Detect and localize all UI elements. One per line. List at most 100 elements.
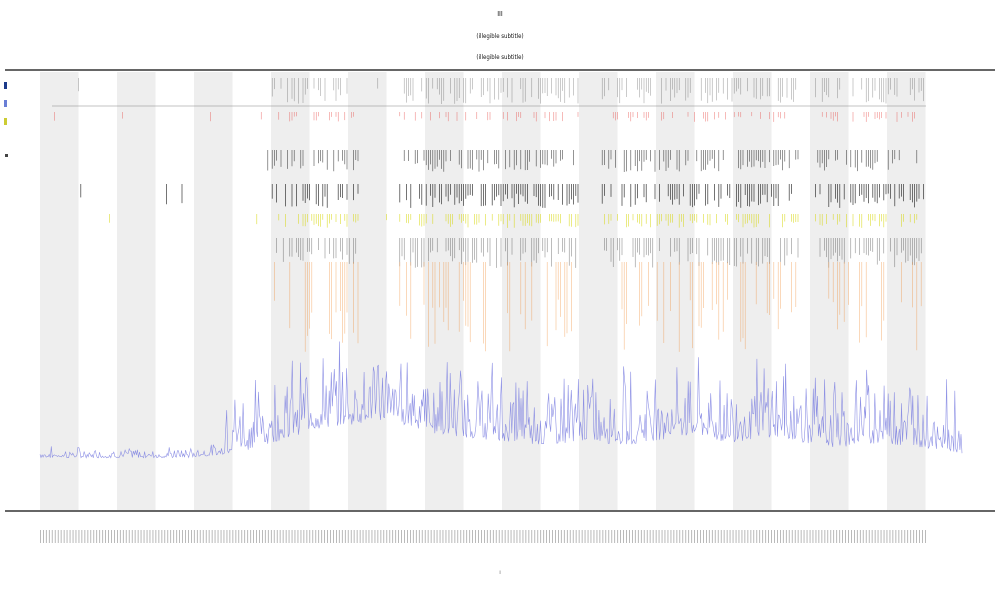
x-tick-label [664, 530, 666, 543]
x-tick-label [629, 530, 630, 543]
x-tick-label [738, 530, 740, 543]
legend-swatch-4 [5, 154, 8, 157]
x-tick-labels [40, 530, 926, 543]
x-tick-label [401, 530, 402, 543]
x-tick-label [874, 530, 876, 543]
x-tick-label [910, 530, 912, 543]
x-tick-label [726, 530, 728, 543]
x-tick-label [602, 530, 604, 543]
x-tick-label [336, 530, 337, 543]
x-tick-label [575, 530, 577, 543]
x-tick-label [256, 530, 257, 543]
x-tick-label [111, 530, 112, 543]
x-tick-label [371, 530, 373, 543]
x-tick-label [341, 530, 343, 543]
x-tick-label [365, 530, 367, 543]
x-tick-label [217, 530, 219, 543]
x-tick-label [560, 530, 562, 543]
x-tick-label [353, 530, 355, 543]
x-tick-label [430, 530, 432, 543]
x-tick-label [907, 530, 909, 543]
x-tick-label [877, 530, 879, 543]
x-tick-label [611, 530, 613, 543]
chart-title: III [497, 10, 503, 18]
x-tick-label [741, 530, 743, 543]
x-tick-label [558, 530, 559, 543]
x-tick-label [865, 530, 867, 543]
x-tick-label [356, 530, 358, 543]
x-tick-label [321, 530, 323, 543]
x-tick-label [768, 530, 769, 543]
x-tick-label [276, 530, 278, 543]
x-tick-label [253, 530, 254, 543]
x-tick-label [300, 530, 302, 543]
x-tick-label [288, 530, 290, 543]
x-tick-label [895, 530, 897, 543]
x-tick-label [193, 530, 195, 543]
x-tick-label [661, 530, 663, 543]
x-tick-label [525, 530, 527, 543]
x-tick-label [259, 530, 260, 543]
x-tick-label [377, 530, 379, 543]
x-tick-label [486, 530, 488, 543]
legend-swatch-1 [4, 82, 7, 89]
x-tick-label [176, 530, 178, 543]
background-band [117, 72, 156, 510]
x-tick-label [522, 530, 524, 543]
x-tick-label [871, 530, 873, 543]
chart-subtitle-2: (illegible subtitle) [476, 54, 523, 61]
x-tick-label [572, 530, 574, 543]
x-tick-label [566, 530, 568, 543]
x-tick-label [682, 530, 684, 543]
x-tick-label [347, 530, 349, 543]
x-tick-label [880, 530, 882, 543]
x-tick-label [196, 530, 198, 543]
x-tick-label [463, 530, 465, 543]
background-band [579, 72, 618, 510]
x-tick-label [501, 530, 503, 543]
x-tick-label [782, 530, 784, 543]
x-tick-label [652, 530, 654, 543]
x-tick-label [555, 530, 556, 543]
x-tick-label [723, 530, 725, 543]
x-tick-label [63, 530, 65, 543]
x-tick-label [534, 530, 536, 543]
x-tick-label [569, 530, 571, 543]
x-tick-label [412, 530, 414, 543]
chart-subtitle-1: (illegible subtitle) [476, 33, 523, 40]
x-tick-label [504, 530, 506, 543]
x-tick-label [51, 530, 53, 543]
x-tick-label [901, 530, 903, 543]
x-tick-label [854, 530, 855, 543]
x-tick-label [862, 530, 864, 543]
background-band [348, 72, 387, 510]
x-tick-label [495, 530, 497, 543]
x-tick-label [43, 530, 44, 543]
x-tick-label [706, 530, 707, 543]
x-tick-label [460, 530, 462, 543]
x-tick-label [537, 530, 539, 543]
x-axis-label: I [499, 570, 500, 575]
x-tick-label [839, 530, 841, 543]
x-tick-label [380, 530, 382, 543]
x-tick-label [226, 530, 228, 543]
x-tick-label [273, 530, 275, 543]
x-tick-label [170, 530, 172, 543]
x-tick-label [516, 530, 518, 543]
x-tick-label [670, 530, 672, 543]
x-tick-label [362, 530, 364, 543]
x-tick-label [330, 530, 331, 543]
x-tick-label [617, 530, 619, 543]
x-tick-label [303, 530, 305, 543]
x-tick-label [475, 530, 476, 543]
x-tick-label [623, 530, 624, 543]
x-tick-label [457, 530, 459, 543]
x-tick-label [279, 530, 281, 543]
x-tick-label [294, 530, 296, 543]
x-tick-label [729, 530, 731, 543]
x-tick-label [898, 530, 900, 543]
x-tick-label [75, 530, 77, 543]
x-tick-label [69, 530, 71, 543]
x-tick-label [439, 530, 441, 543]
x-tick-label [398, 530, 399, 543]
